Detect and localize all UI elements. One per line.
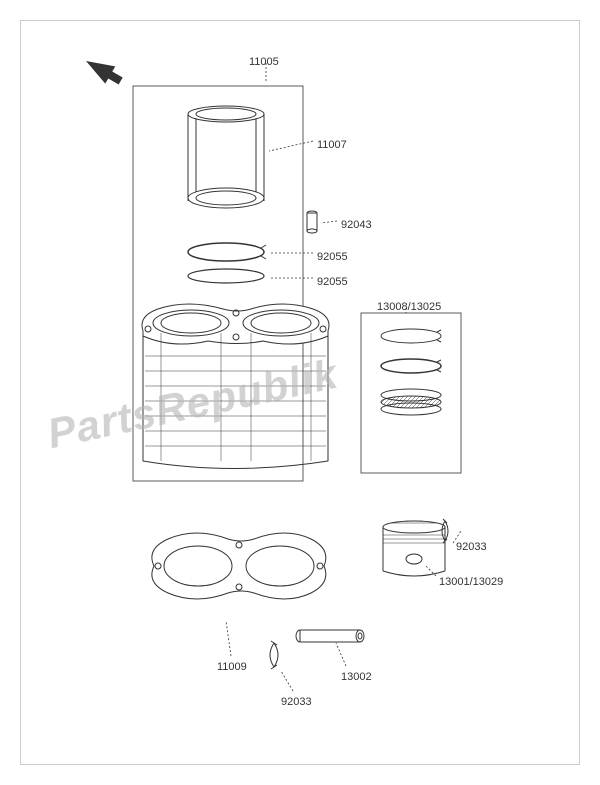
label-13002: 13002 <box>341 671 372 683</box>
label-92055b: 92055 <box>317 276 348 288</box>
cylinder-block-part <box>142 304 329 469</box>
base-gasket-part <box>152 533 326 599</box>
piston-ring-1 <box>381 329 441 343</box>
label-11007: 11007 <box>317 139 347 151</box>
diagram-svg <box>21 21 581 766</box>
dowel-pin-part <box>307 211 317 233</box>
label-92033a: 92033 <box>456 541 487 553</box>
label-92055a: 92055 <box>317 251 348 263</box>
label-92043: 92043 <box>341 219 372 231</box>
o-ring-upper <box>188 243 266 261</box>
piston-ring-2 <box>381 359 441 373</box>
cylinder-group-box <box>133 86 303 481</box>
label-13001: 13001/13029 <box>439 576 503 588</box>
ring-group-box <box>361 313 461 473</box>
cylinder-liner-part <box>188 106 264 208</box>
piston-pin-part <box>296 630 364 642</box>
label-11005: 11005 <box>249 56 279 68</box>
piston-ring-oil <box>381 389 441 415</box>
piston-part <box>383 521 445 576</box>
label-13008: 13008/13025 <box>377 301 441 313</box>
circlip-2 <box>270 641 278 669</box>
label-92033b: 92033 <box>281 696 312 708</box>
diagram-frame: 11005 11007 92043 92055 92055 13008/1302… <box>20 20 580 765</box>
direction-arrow <box>81 52 126 89</box>
label-11009: 11009 <box>217 661 247 673</box>
o-ring-lower <box>188 269 264 283</box>
